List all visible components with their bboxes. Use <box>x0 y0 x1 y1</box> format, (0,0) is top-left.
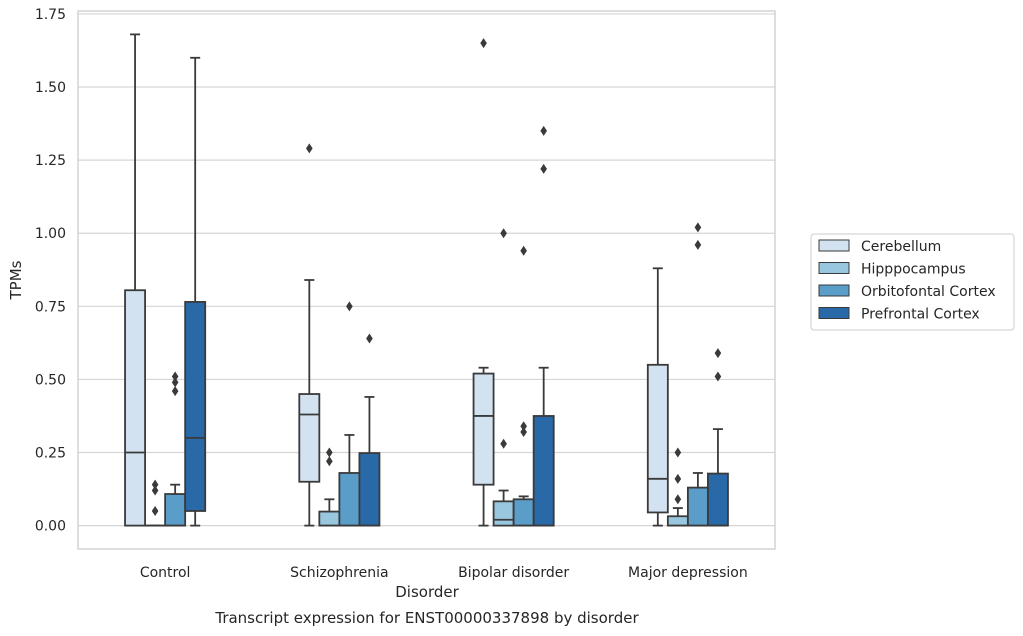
legend-label: Hipppocampus <box>861 262 966 278</box>
legend: Cerebellum Hipppocampus Orbitofontal Corte… <box>810 233 1015 331</box>
box-rect <box>512 498 535 527</box>
legend-label: Orbitofontal Cortex <box>861 284 996 300</box>
outlier-point <box>151 479 159 490</box>
outlier-point <box>520 427 527 438</box>
outlier-point <box>151 485 159 496</box>
box-element <box>532 125 555 527</box>
y-tick-label: 1.50 <box>35 80 66 96</box>
box-rect <box>298 393 321 483</box>
y-tick-labels: 0.00 0.25 0.50 0.75 1.00 1.25 1.50 1.75 <box>35 7 66 535</box>
box-element <box>164 371 187 527</box>
x-tick-label: Bipolar disorder <box>458 565 569 581</box>
y-tick-label: 0.25 <box>35 446 66 462</box>
outlier-point <box>674 494 682 505</box>
legend-swatch <box>818 284 850 297</box>
plot-background <box>78 11 775 549</box>
box-element <box>144 479 167 527</box>
box-rect <box>184 301 207 512</box>
box-element <box>707 348 729 527</box>
y-tick-label: 1.75 <box>35 7 66 23</box>
legend-label: Cerebellum <box>861 239 941 255</box>
box-element <box>686 222 709 527</box>
legend-swatch <box>818 239 850 252</box>
box-rect <box>164 493 187 527</box>
outlier-point <box>520 245 527 256</box>
legend-swatch <box>818 307 850 319</box>
legend-label: Prefrontal Cortex <box>861 307 980 323</box>
outlier-point <box>346 301 353 312</box>
box-rect <box>646 363 669 514</box>
outlier-point <box>714 371 722 382</box>
outlier-point <box>500 438 507 449</box>
box-rect <box>358 452 381 527</box>
y-axis-label: TPMs <box>7 260 25 300</box>
y-tick-label: 0.50 <box>35 372 66 388</box>
outlier-point <box>480 38 487 49</box>
box-element <box>646 267 669 527</box>
chart-caption: Transcript expression for ENST0000033789… <box>214 609 639 627</box>
outlier-point <box>171 386 179 397</box>
y-tick-label: 0.75 <box>35 299 66 315</box>
box-element <box>666 447 689 527</box>
outlier-point <box>694 222 702 233</box>
box-rect <box>686 486 709 527</box>
outlier-point <box>540 125 547 136</box>
outlier-point <box>540 163 547 174</box>
box-element <box>184 56 207 527</box>
box-element <box>358 333 381 527</box>
box-rect <box>338 472 361 527</box>
box-rect <box>707 472 729 527</box>
outlier-point <box>171 377 179 388</box>
x-tick-label: Major depression <box>628 565 748 581</box>
outlier-point <box>366 333 373 344</box>
legend-swatch <box>818 262 850 274</box>
box-rect <box>666 515 689 527</box>
outlier-point <box>326 456 333 467</box>
outlier-point <box>171 371 179 382</box>
box-rect <box>532 415 555 527</box>
box-element <box>338 301 361 527</box>
outlier-point <box>500 228 507 239</box>
outlier-point <box>306 143 313 154</box>
y-tick-label: 1.25 <box>35 153 66 169</box>
x-tick-label: Schizophrenia <box>290 565 388 581</box>
x-tick-labels: Control Schizophrenia Bipolar disorder Majo… <box>140 565 748 581</box>
boxes <box>124 33 729 527</box>
x-tick-label: Control <box>140 565 191 581</box>
box-rect <box>124 289 146 527</box>
outlier-point <box>326 447 333 458</box>
plot-frame <box>77 10 776 550</box>
box-element <box>318 447 341 527</box>
outlier-point <box>151 505 159 516</box>
y-tick-label: 1.00 <box>35 226 66 242</box>
box-element <box>492 228 515 527</box>
outlier-point <box>714 348 722 359</box>
box-element <box>512 245 535 527</box>
x-axis-label: Disorder <box>395 583 459 601</box>
outlier-point <box>674 447 682 458</box>
box-rect <box>472 372 495 486</box>
y-tick-label: 0.00 <box>35 519 66 535</box>
box-rect <box>318 510 341 527</box>
outlier-point <box>694 239 702 250</box>
box-element <box>298 143 321 527</box>
box-rect <box>492 500 515 527</box>
box-element <box>124 33 146 527</box>
outlier-point <box>520 421 527 432</box>
box-element <box>472 38 495 527</box>
outlier-point <box>674 473 682 484</box>
legend-frame <box>810 233 1015 331</box>
